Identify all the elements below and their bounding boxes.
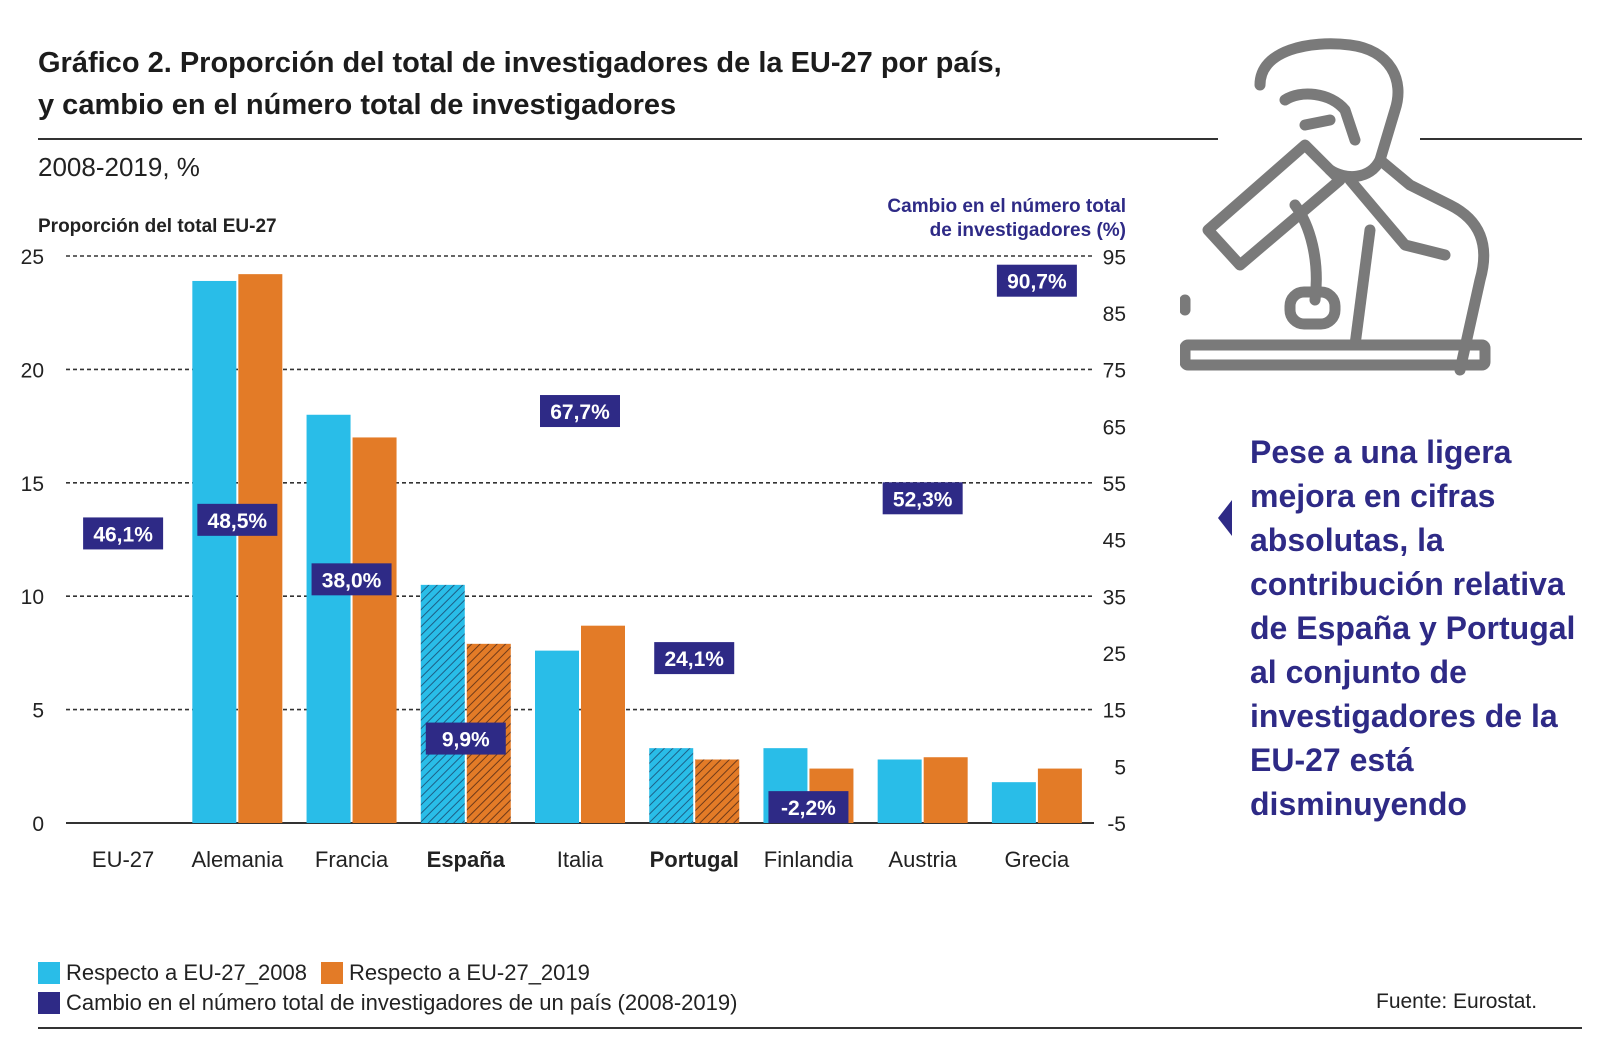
change-label-box [996, 264, 1077, 297]
y2-tick-label: 35 [1103, 586, 1126, 609]
x-tick-label: Finlandia [764, 847, 854, 872]
y-tick-label: 20 [21, 359, 44, 382]
change-label: 38,0% [311, 563, 392, 596]
y-tick-label: 0 [32, 813, 44, 836]
change-label-text: 52,3% [893, 488, 953, 511]
chart-subtitle: 2008-2019, % [38, 152, 200, 182]
change-labels: 46,1% 48,5% 38,0% 9,9% 67,7% 24,1% -2,2% 52,3% 9… [83, 264, 1077, 824]
x-tick-label: España [427, 847, 506, 872]
legend-label-2019: Respecto a EU-27_2019 [348, 960, 590, 985]
y2-tick-label: 95 [1103, 246, 1126, 269]
legend-swatch-navy [38, 992, 60, 1014]
change-label-box [425, 722, 506, 755]
bar-2019 [352, 437, 397, 823]
callout-pointer-icon [1218, 500, 1232, 536]
y2-tick-label: 55 [1103, 473, 1126, 496]
source-note: Fuente: Eurostat. [1376, 990, 1538, 1013]
bar-chart: Proporción del total EU-27 Cambio en el … [21, 196, 1126, 872]
y2-tick-label: 15 [1103, 700, 1126, 723]
change-label: -2,2% [768, 791, 849, 824]
change-label-text: 9,9% [442, 729, 490, 752]
chart-title: Gráfico 2. Proporción del total de inves… [38, 42, 1218, 126]
y2-tick-label: -5 [1107, 813, 1126, 836]
legend-item-change: Cambio en el número total de investigado… [38, 990, 737, 1016]
bar-2008 [192, 280, 237, 823]
change-label: 90,7% [996, 264, 1077, 297]
y2-tick-label: 5 [1114, 756, 1126, 779]
legend-swatch-blue [38, 962, 60, 984]
change-label-box [540, 395, 620, 428]
x-tick-label: Portugal [650, 847, 739, 872]
change-label-box [768, 791, 849, 824]
y2-tick-label: 45 [1103, 530, 1126, 553]
y-tick-label: 5 [32, 700, 44, 723]
change-label-text: 67,7% [550, 401, 610, 424]
change-label: 9,9% [425, 722, 506, 755]
change-label-text: 90,7% [1007, 271, 1067, 294]
legend: Respecto a EU-27_2008 Respecto a EU-27_2… [38, 958, 751, 1018]
y2-axis-title-line2: de investigadores (%) [930, 220, 1126, 241]
bar-2008 [306, 414, 351, 823]
bar-2008 [991, 782, 1036, 823]
axis-ticks: 0 5 10 15 20 25 -5 5 15 25 35 45 55 65 75 85 95 EU-27 Alem… [21, 246, 1126, 872]
change-label-text: 48,5% [208, 510, 268, 533]
legend-label-2008: Respecto a EU-27_2008 [66, 960, 307, 985]
change-label: 67,7% [540, 395, 620, 428]
change-label: 48,5% [197, 503, 278, 536]
y-tick-label: 25 [21, 246, 44, 269]
x-tick-label: Francia [315, 847, 389, 872]
y-tick-label: 10 [21, 586, 44, 609]
bar-2008 [649, 748, 694, 823]
y-axis-title: Proporción del total EU-27 [38, 216, 277, 237]
top-divider [38, 138, 1218, 140]
bar-2019 [923, 757, 968, 823]
change-label-box [654, 642, 735, 675]
bar-2019 [238, 274, 283, 823]
y2-tick-label: 75 [1103, 360, 1126, 383]
bar-2019 [1037, 768, 1082, 823]
change-label-text: 46,1% [93, 523, 153, 546]
chart-title-line2: y cambio en el número total de investiga… [38, 89, 677, 121]
x-tick-label: Austria [888, 847, 957, 872]
x-tick-label: Grecia [1004, 847, 1070, 872]
bottom-divider [38, 1027, 1582, 1029]
legend-item-2008: Respecto a EU-27_2008 [38, 960, 307, 986]
change-label: 46,1% [83, 517, 164, 550]
x-tick-label: EU-27 [92, 847, 154, 872]
legend-item-2019: Respecto a EU-27_2019 [320, 960, 590, 986]
change-label: 24,1% [654, 642, 735, 675]
y2-tick-label: 65 [1103, 416, 1126, 439]
change-label-box [197, 503, 278, 536]
y2-tick-label: 25 [1103, 643, 1126, 666]
scientist-microscope-icon [1179, 30, 1500, 385]
legend-label-change: Cambio en el número total de investigado… [66, 990, 738, 1015]
y-tick-label: 15 [21, 473, 44, 496]
legend-swatch-orange [320, 962, 343, 984]
change-label-box [882, 482, 963, 515]
bar-2019 [695, 759, 740, 823]
chart-title-line1: Gráfico 2. Proporción del total de inves… [38, 47, 1002, 79]
x-tick-label: Alemania [191, 847, 283, 872]
change-label: 52,3% [882, 482, 963, 515]
y2-tick-label: 85 [1103, 303, 1126, 326]
bar-2008 [877, 759, 922, 823]
change-label-text: 24,1% [664, 648, 724, 671]
x-tick-label: Italia [557, 847, 604, 872]
change-label-box [83, 517, 164, 550]
y2-axis-title-line1: Cambio en el número total [887, 196, 1126, 217]
change-label-text: -2,2% [781, 797, 836, 820]
bar-2008 [420, 584, 465, 823]
change-label-box [311, 563, 392, 596]
bars [192, 274, 1082, 823]
callout-text: Pese a una ligera mejora en cifras absol… [1250, 434, 1576, 822]
bar-2019 [581, 625, 625, 823]
bar-2008 [535, 650, 579, 823]
top-divider-right [1420, 138, 1582, 140]
change-label-text: 38,0% [322, 569, 382, 592]
